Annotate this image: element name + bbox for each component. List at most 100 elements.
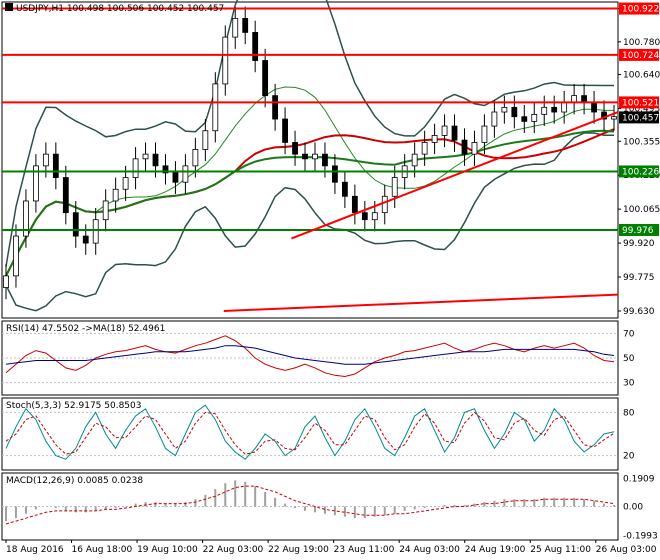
candle-body: [202, 130, 209, 150]
bollinger-upper: [5, 0, 614, 267]
rsi-tick-label: 50: [623, 354, 635, 364]
x-tick-label: 16 Aug 18:00: [72, 545, 133, 555]
candle-body: [341, 181, 348, 197]
x-tick-label: 24 Aug 19:00: [465, 545, 526, 555]
candle-body: [162, 165, 169, 174]
symbol-marker: [5, 3, 13, 11]
candle-body: [351, 195, 358, 214]
y-tick-label: 100.495: [623, 105, 660, 115]
rsi-tick-label: 30: [623, 379, 635, 389]
candle-body: [441, 125, 448, 136]
y-tick-label: 99.775: [623, 273, 655, 283]
y-tick-label: 100.780: [623, 38, 660, 48]
rsi-series-line: [5, 345, 615, 365]
candle-body: [142, 153, 149, 160]
candle-body: [182, 165, 189, 183]
candle-body: [282, 118, 288, 143]
stoch-series-line: [5, 404, 615, 460]
candle-body: [23, 200, 29, 237]
candle-body: [332, 165, 338, 183]
candle-body: [501, 106, 508, 113]
rsi-tick-label: 70: [623, 329, 635, 339]
candle-body: [192, 149, 199, 167]
candle-body: [72, 212, 79, 237]
candle-body: [92, 219, 99, 244]
candle-body: [272, 95, 279, 120]
candle-body: [112, 188, 119, 202]
candle-body: [451, 125, 458, 141]
level-tag-label: 100.922: [622, 5, 659, 15]
level-tag: [619, 223, 659, 236]
stoch-series-line: [5, 411, 615, 455]
panel-frame-main: [1, 1, 619, 319]
candle-body: [232, 17, 239, 38]
candle-body: [302, 153, 308, 160]
rsi-series-line: [5, 335, 615, 378]
candle-body: [102, 200, 109, 221]
candle-body: [33, 165, 39, 202]
candle-body: [132, 158, 139, 178]
candle-body: [62, 177, 69, 214]
level-tag-label: 100.724: [622, 51, 659, 61]
x-tick-label: 26 Aug 03:00: [596, 545, 657, 555]
candle-body: [391, 177, 398, 197]
x-tick-label: 23 Aug 11:00: [334, 545, 395, 555]
candle-body: [491, 111, 498, 127]
candle-body: [122, 177, 129, 190]
candle-body: [82, 235, 89, 244]
level-tag: [619, 48, 659, 61]
candle-body: [481, 125, 488, 143]
candle-body: [541, 106, 548, 115]
candle-body: [561, 102, 568, 113]
current-price-tag: [619, 111, 659, 124]
rsi-title: RSI(14) 47.5502 ->MA(18) 52.4961: [6, 324, 165, 334]
candle-body: [252, 32, 259, 61]
candle-body: [222, 36, 229, 85]
candle-body: [611, 116, 617, 120]
candle-body: [551, 106, 558, 113]
y-tick-label: 99.920: [623, 239, 655, 249]
macd-title: MACD(12,26,9) 0.0085 0.0238: [6, 476, 143, 486]
panel-frame-stochastic: [1, 397, 619, 471]
macd-tick-label: 0.00: [623, 503, 643, 513]
candle-body: [511, 106, 518, 118]
candle-body: [381, 195, 388, 214]
level-tag-label: 99.976: [622, 226, 654, 236]
stoch-tick-label: 20: [623, 452, 635, 462]
candle-body: [531, 113, 538, 122]
x-tick-label: 19 Aug 10:00: [137, 545, 198, 555]
trendline: [223, 293, 619, 312]
candle-body: [13, 235, 19, 277]
candle-body: [521, 116, 528, 122]
candle-body: [3, 275, 9, 288]
main-title: USDJPY,H1 100.498 100.506 100.452 100.45…: [16, 4, 224, 14]
stoch-tick-label: 80: [623, 408, 635, 418]
x-tick-label: 22 Aug 19:00: [268, 545, 329, 555]
candle-body: [152, 153, 159, 167]
candle-body: [242, 17, 249, 33]
candle-body: [371, 212, 378, 221]
macd-signal-line: [5, 485, 615, 525]
candle-body: [42, 153, 49, 167]
candle-body: [312, 153, 318, 160]
candle-body: [431, 135, 438, 143]
macd-tick-label: 0.1909: [623, 475, 655, 485]
candle-body: [212, 83, 219, 132]
level-tag-label: 100.226: [622, 167, 659, 177]
candle-body: [461, 139, 468, 155]
bollinger-lower: [5, 132, 614, 312]
x-tick-label: 22 Aug 03:00: [203, 545, 264, 555]
candle-body: [322, 153, 328, 167]
candle-body: [411, 153, 418, 167]
candle-body: [172, 172, 179, 183]
y-tick-label: 100.355: [623, 137, 660, 147]
candle-body: [591, 102, 597, 113]
stoch-title: Stoch(5,3,3) 52.9175 50.8503: [6, 401, 141, 411]
level-tag: [619, 2, 659, 15]
candle-body: [361, 212, 368, 221]
x-tick-label: 24 Aug 03:00: [399, 545, 460, 555]
y-tick-label: 100.640: [623, 71, 660, 81]
candle-body: [421, 142, 428, 155]
level-tag: [619, 96, 659, 109]
